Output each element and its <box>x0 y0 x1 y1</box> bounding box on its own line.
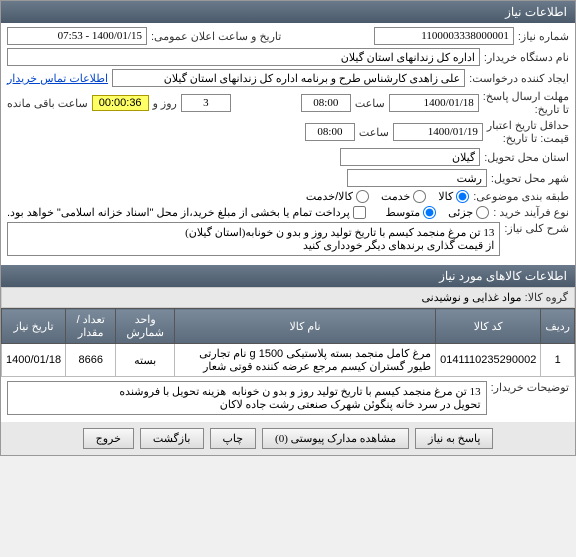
city-label: شهر محل تحویل: <box>491 172 569 185</box>
row-buyer-org: نام دستگاه خریدار: <box>7 48 569 66</box>
page-title: اطلاعات نیاز <box>505 5 567 19</box>
province-field[interactable] <box>340 148 480 166</box>
category-label: طبقه بندی موضوعی: <box>473 190 569 203</box>
radio-med-input[interactable] <box>423 206 436 219</box>
col-name: نام کالا <box>175 309 436 344</box>
exit-button[interactable]: خروج <box>83 428 134 449</box>
process-radio-group: جزئی متوسط <box>386 206 490 219</box>
buyer-org-label: نام دستگاه خریدار: <box>484 51 569 64</box>
page-header: اطلاعات نیاز <box>1 1 575 23</box>
col-date: تاریخ نیاز <box>2 309 66 344</box>
row-desc: شرح کلی نیاز: <box>7 222 569 256</box>
radio-service-input[interactable] <box>413 190 426 203</box>
validity-date-field[interactable] <box>393 123 483 141</box>
countdown-box: 00:00:36 <box>92 95 149 111</box>
cell-name: مرغ کامل منجمد بسته پلاستیکی 1500 g نام … <box>175 344 436 377</box>
col-row: ردیف <box>541 309 575 344</box>
days-field[interactable] <box>181 94 231 112</box>
items-thead: ردیف کد کالا نام کالا واحد شمارش تعداد /… <box>2 309 575 344</box>
time-label-1: ساعت <box>355 97 385 110</box>
col-qty: تعداد / مقدار <box>66 309 116 344</box>
row-category: طبقه بندی موضوعی: کالا خدمت کالا/خدمت <box>7 190 569 203</box>
validity-time-field[interactable] <box>305 123 355 141</box>
radio-goods-service-input[interactable] <box>356 190 369 203</box>
desc-label: شرح کلی نیاز: <box>504 222 569 235</box>
buyer-notes-textarea[interactable] <box>7 381 487 415</box>
creator-field[interactable] <box>112 69 465 87</box>
radio-low[interactable]: جزئی <box>448 206 489 219</box>
group-label: گروه کالا: <box>525 292 568 304</box>
remaining-label: ساعت باقی مانده <box>7 97 88 110</box>
items-section-title: اطلاعات کالاهای مورد نیاز <box>439 269 567 283</box>
print-button[interactable]: چاپ <box>210 428 257 449</box>
cell-unit: بسته <box>116 344 175 377</box>
cell-date: 1400/01/18 <box>2 344 66 377</box>
partial-pay-input[interactable] <box>353 206 366 219</box>
table-row[interactable]: 1 0141110235290002 مرغ کامل منجمد بسته پ… <box>2 344 575 377</box>
row-deadline: مهلت ارسال پاسخ: تا تاریخ: ساعت روز و 00… <box>7 90 569 116</box>
radio-med[interactable]: متوسط <box>386 206 437 219</box>
announce-label: تاریخ و ساعت اعلان عمومی: <box>151 30 281 43</box>
need-number-field[interactable] <box>374 27 514 45</box>
row-province: استان محل تحویل: <box>7 148 569 166</box>
desc-textarea[interactable] <box>7 222 500 256</box>
process-label: نوع فرآیند خرید : <box>493 206 569 219</box>
items-table: ردیف کد کالا نام کالا واحد شمارش تعداد /… <box>1 308 575 377</box>
radio-goods[interactable]: کالا <box>438 190 469 203</box>
deadline-label: مهلت ارسال پاسخ: تا تاریخ: <box>483 90 569 116</box>
col-code: کد کالا <box>436 309 541 344</box>
cell-qty: 8666 <box>66 344 116 377</box>
announce-field[interactable] <box>7 27 147 45</box>
creator-label: ایجاد کننده درخواست: <box>469 72 569 85</box>
group-value: مواد غذایی و نوشیدنی <box>421 292 521 304</box>
radio-goods-input[interactable] <box>456 190 469 203</box>
main-container: اطلاعات نیاز شماره نیاز: تاریخ و ساعت اع… <box>0 0 576 456</box>
partial-pay-check[interactable]: پرداخت تمام یا بخشی از مبلغ خرید،از محل … <box>7 206 366 219</box>
footer-buttons: پاسخ به نیاز مشاهده مدارک پیوستی (0) چاپ… <box>1 422 575 455</box>
cell-row: 1 <box>541 344 575 377</box>
city-field[interactable] <box>347 169 487 187</box>
province-label: استان محل تحویل: <box>484 151 569 164</box>
items-tbody: 1 0141110235290002 مرغ کامل منجمد بسته پ… <box>2 344 575 377</box>
buyer-notes-label: توضیحات خریدار: <box>491 381 569 394</box>
row-process: نوع فرآیند خرید : جزئی متوسط پرداخت تمام… <box>7 206 569 219</box>
need-number-label: شماره نیاز: <box>518 30 569 43</box>
deadline-date-field[interactable] <box>389 94 479 112</box>
validity-label: حداقل تاریخ اعتبار قیمت: تا تاریخ: <box>487 119 569 145</box>
cell-code: 0141110235290002 <box>436 344 541 377</box>
row-city: شهر محل تحویل: <box>7 169 569 187</box>
row-buyer-notes: توضیحات خریدار: <box>7 381 569 415</box>
attachments-button[interactable]: مشاهده مدارک پیوستی (0) <box>262 428 409 449</box>
buyer-org-field[interactable] <box>7 48 480 66</box>
category-radio-group: کالا خدمت کالا/خدمت <box>306 190 469 203</box>
col-unit: واحد شمارش <box>116 309 175 344</box>
back-button[interactable]: بازگشت <box>140 428 204 449</box>
row-need-number: شماره نیاز: تاریخ و ساعت اعلان عمومی: <box>7 27 569 45</box>
buyer-notes-section: توضیحات خریدار: <box>1 377 575 422</box>
radio-service[interactable]: خدمت <box>381 190 426 203</box>
group-row: گروه کالا: مواد غذایی و نوشیدنی <box>1 287 575 308</box>
time-label-2: ساعت <box>359 126 389 139</box>
items-header-row: ردیف کد کالا نام کالا واحد شمارش تعداد /… <box>2 309 575 344</box>
row-validity: حداقل تاریخ اعتبار قیمت: تا تاریخ: ساعت <box>7 119 569 145</box>
row-creator: ایجاد کننده درخواست: اطلاعات تماس خریدار <box>7 69 569 87</box>
contact-link[interactable]: اطلاعات تماس خریدار <box>7 72 108 85</box>
items-section-header: اطلاعات کالاهای مورد نیاز <box>1 265 575 287</box>
radio-low-input[interactable] <box>476 206 489 219</box>
days-and-label: روز و <box>153 97 177 110</box>
answer-button[interactable]: پاسخ به نیاز <box>415 428 493 449</box>
radio-goods-service[interactable]: کالا/خدمت <box>306 190 369 203</box>
form-section: شماره نیاز: تاریخ و ساعت اعلان عمومی: نا… <box>1 23 575 263</box>
deadline-time-field[interactable] <box>301 94 351 112</box>
